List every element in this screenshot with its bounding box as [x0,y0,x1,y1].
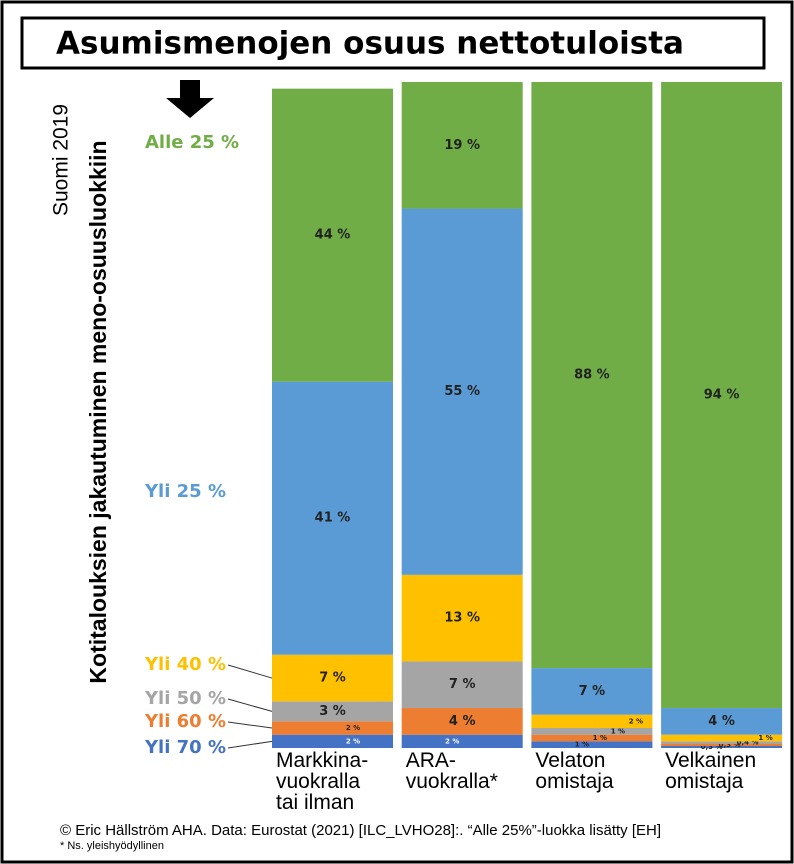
value-label: 7 % [319,671,346,686]
value-label: 2 % [346,737,360,745]
value-label: 19 % [444,138,480,153]
bar-segment [661,741,783,745]
legend-label: Yli 50 % [144,688,226,709]
legend-label: Yli 70 % [144,737,226,758]
bar-segment [401,708,523,735]
title-box [20,16,766,70]
value-label: 1 % [611,727,625,735]
bar-segment [531,728,653,735]
value-label: 0,3 % [719,741,741,749]
value-label: 13 % [444,611,480,626]
value-label: 0,4 % [737,739,759,747]
bar-segment [661,708,783,735]
x-tick-label: Velkainen omistaja [665,749,757,793]
arrow [166,80,214,118]
legend-label: Yli 40 % [144,654,226,675]
leader-line [227,698,273,712]
bar-segment [661,82,783,709]
bar-segment [401,82,523,209]
value-label: 4 % [708,714,735,729]
source: © Eric Hällström AHA. Data: Eurostat (20… [60,822,661,839]
value-label: 1 % [575,741,589,749]
x-tick-label: ARA- vuokralla* [405,749,498,793]
value-label: 0,3 % [701,743,723,751]
note: * Ns. yleishyödyllinen [60,840,164,852]
leader-line [227,721,273,729]
value-label: 2 % [629,717,643,725]
bar-segment [661,734,783,742]
value-label: 7 % [449,677,476,692]
value-label: 1 % [593,734,607,742]
bar-segment [531,734,653,742]
bar-segment [531,668,653,715]
bar-segment [272,654,393,702]
value-label: 88 % [574,368,610,383]
bar-segment [272,88,393,382]
bar-segment [272,734,393,748]
value-label: 41 % [315,511,351,526]
value-label: 44 % [315,228,351,243]
legend-label: Yli 60 % [144,711,226,732]
bar-segment [661,744,783,747]
bar-segment [401,574,523,662]
bar-segment [531,82,653,669]
bar-segment [272,381,393,655]
value-label: 7 % [579,684,606,699]
bar-segment [531,714,653,729]
bar-segment [531,741,653,748]
legend-label: Alle 25 % [145,132,239,153]
chart-title: Asumismenojen osuus nettotuloista [56,26,684,62]
bar-segment [661,746,783,748]
x-tick-label: Velaton omistaja [535,749,614,793]
subtitle: Suomi 2019 [50,104,73,216]
bar-segment [401,208,523,575]
bar-segment [401,661,523,709]
value-label: 3 % [319,704,346,719]
value-label: 94 % [704,388,740,403]
legend-label: Yli 25 % [144,481,226,502]
bar-segment [272,721,393,735]
value-label: 1 % [758,734,772,742]
x-tick-label: Markkina- vuokralla tai ilman [276,749,369,814]
bar-segment [401,734,523,748]
bar-segment [272,701,393,722]
y-axis-label: Kotitalouksien jakautuminen meno-osuuslu… [85,140,111,683]
value-label: 2 % [445,737,459,745]
leader-line [227,664,273,679]
value-label: 55 % [444,384,480,399]
value-label: 4 % [449,714,476,729]
leader-line [227,740,273,749]
value-label: 2 % [346,724,360,732]
